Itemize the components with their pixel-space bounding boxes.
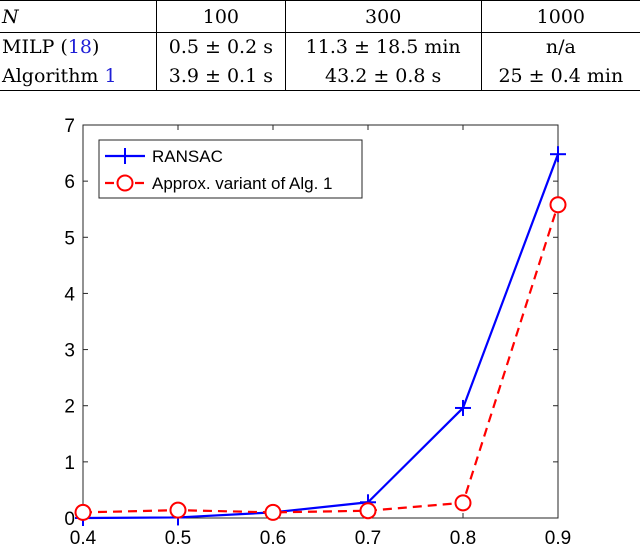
data-point-circle — [549, 196, 567, 214]
table-header-cell: 1000 — [481, 0, 640, 33]
series-line-0 — [82, 153, 560, 520]
table-cell: 43.2 ± 0.8 s — [285, 61, 482, 91]
table-cell: 0.5 ± 0.2 s — [156, 32, 286, 61]
reference-link[interactable]: 1 — [104, 64, 117, 87]
x-tick-label: 0.8 — [450, 528, 476, 549]
table-header-row: N 100 300 1000 — [0, 0, 640, 33]
table-cell-method: Algorithm 1 — [0, 61, 158, 91]
data-point-circle — [264, 503, 282, 521]
data-point-circle — [359, 502, 377, 520]
y-tick-label: 0 — [64, 509, 75, 530]
results-table: N 100 300 1000 MILP (18) 0.5 ± 0.2 s 11.… — [0, 0, 640, 91]
x-tick-label: 0.7 — [355, 528, 381, 549]
plot-area: 0.4 0.5 0.6 0.7 0.8 0.9 0 1 2 3 4 5 6 7 RANSAC Approx. … — [64, 116, 571, 549]
data-point-plus — [455, 399, 471, 416]
legend-marker-circle — [116, 174, 134, 192]
legend-box — [98, 139, 363, 199]
data-point-plus — [550, 146, 566, 163]
x-tick-label: 0.4 — [70, 528, 97, 549]
y-tick-label: 2 — [64, 397, 75, 418]
reference-link[interactable]: 18 — [67, 36, 93, 58]
y-tick-label: 7 — [64, 116, 75, 137]
table-cell: 25 ± 0.4 min — [481, 61, 640, 91]
table-row: Algorithm 1 3.9 ± 0.1 s 43.2 ± 0.8 s 25 … — [0, 61, 640, 91]
legend-label-0: RANSAC — [152, 147, 223, 166]
series-line-1 — [82, 204, 560, 514]
data-point-circle — [169, 501, 187, 519]
data-point-circle — [454, 494, 472, 512]
y-tick-label: 6 — [64, 172, 75, 193]
table-cell: n/a — [545, 36, 576, 58]
table-header-cell: 300 — [285, 0, 482, 33]
y-tick-label: 3 — [64, 341, 75, 362]
legend-label-1: Approx. variant of Alg. 1 — [152, 174, 333, 193]
y-tick-label: 1 — [64, 453, 75, 474]
y-tick-label: 4 — [64, 284, 75, 305]
x-tick-label: 0.6 — [260, 528, 286, 549]
method-name: MILP — [2, 36, 55, 58]
table-cell: 3.9 ± 0.1 s — [156, 61, 286, 91]
table-row: MILP (18) 0.5 ± 0.2 s 11.3 ± 18.5 min n/… — [0, 32, 640, 61]
y-tick-label: 5 — [64, 228, 75, 249]
table-header-cell: N — [0, 0, 158, 33]
table-cell: 11.3 ± 18.5 min — [285, 32, 482, 61]
data-point-circle — [74, 503, 92, 521]
x-tick-label: 0.9 — [545, 528, 571, 549]
x-tick-label: 0.5 — [165, 528, 191, 549]
table-cell-method: MILP (18) — [0, 32, 158, 61]
table-header-cell: 100 — [156, 0, 286, 33]
method-name: Algorithm — [2, 64, 99, 87]
